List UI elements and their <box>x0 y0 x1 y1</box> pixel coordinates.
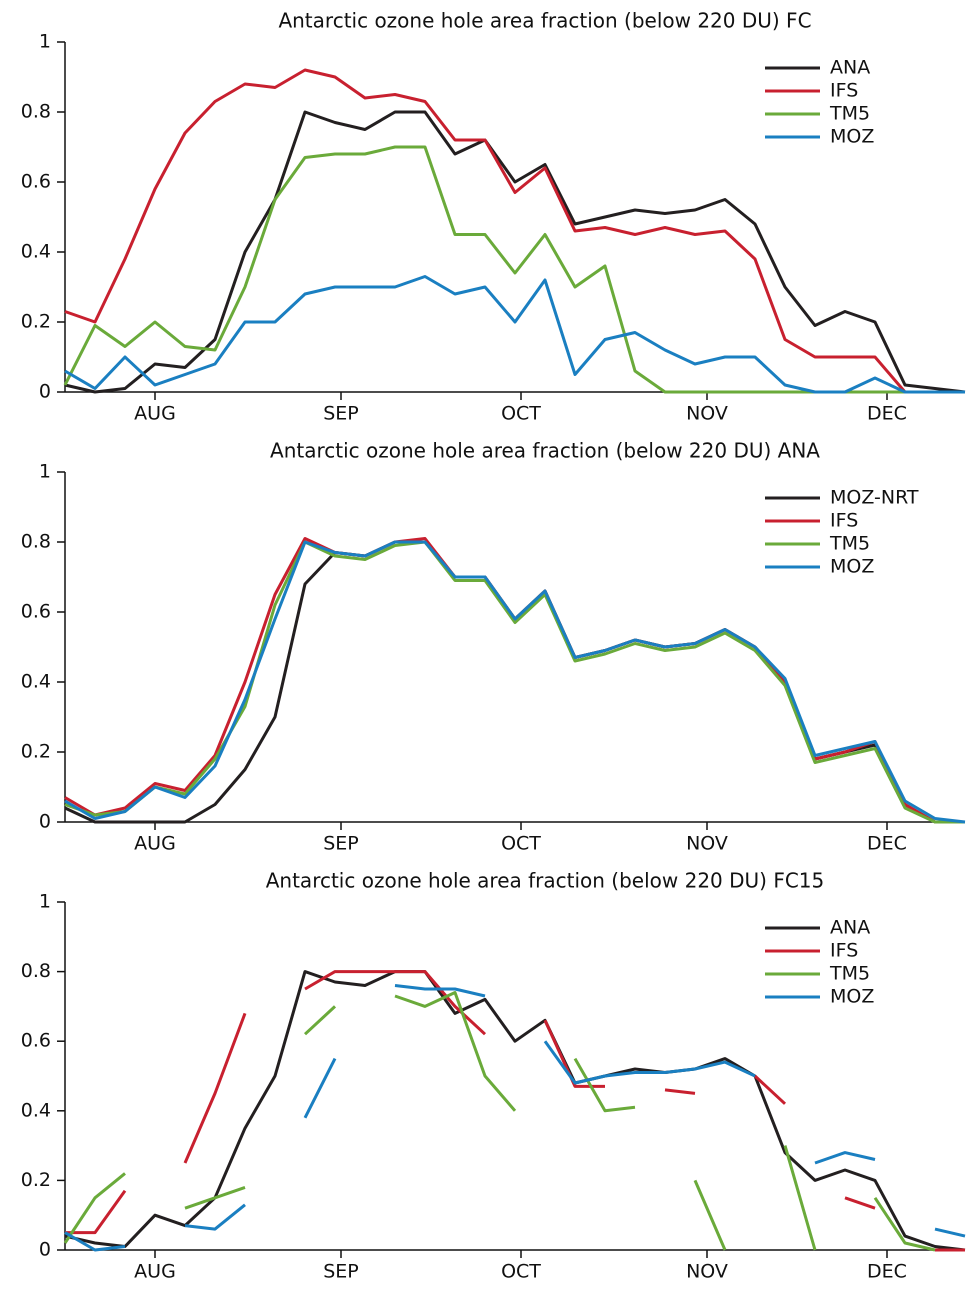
legend-label: MOZ <box>830 986 874 1008</box>
y-tick-label: 0.6 <box>21 1030 51 1052</box>
legend-label: TM5 <box>829 533 870 555</box>
series-line <box>64 68 965 394</box>
legend-label: TM5 <box>829 103 870 125</box>
y-tick-label: 0.2 <box>21 311 51 333</box>
x-tick-label: SEP <box>323 833 359 855</box>
y-tick-label: 1 <box>39 891 51 913</box>
series-line <box>64 275 965 394</box>
y-tick-label: 0.6 <box>21 601 51 623</box>
y-tick-label: 1 <box>39 461 51 483</box>
legend-label: IFS <box>830 940 858 962</box>
y-tick-label: 0.2 <box>21 1169 51 1191</box>
y-tick-label: 0.4 <box>21 241 51 263</box>
y-tick-label: 0 <box>39 811 51 833</box>
x-tick-label: AUG <box>134 1261 176 1283</box>
y-tick-label: 1 <box>39 31 51 53</box>
x-tick-label: NOV <box>686 1261 728 1283</box>
legend-label: IFS <box>830 80 858 102</box>
x-tick-label: SEP <box>323 1261 359 1283</box>
chart-title: Antarctic ozone hole area fraction (belo… <box>270 439 820 463</box>
x-tick-label: NOV <box>686 833 728 855</box>
x-tick-label: OCT <box>501 833 541 855</box>
y-tick-label: 0.8 <box>21 101 51 123</box>
legend-label: MOZ-NRT <box>830 487 919 509</box>
y-tick-label: 0 <box>39 381 51 403</box>
y-tick-label: 0.6 <box>21 171 51 193</box>
legend-label: ANA <box>830 57 870 79</box>
x-tick-label: DEC <box>867 1261 907 1283</box>
series-line <box>64 540 965 824</box>
y-tick-label: 0.8 <box>21 531 51 553</box>
legend-label: IFS <box>830 510 858 532</box>
series-line <box>64 110 966 394</box>
y-tick-label: 0.8 <box>21 960 51 982</box>
chart-title: Antarctic ozone hole area fraction (belo… <box>278 9 811 33</box>
x-tick-label: SEP <box>323 403 359 425</box>
series-line <box>63 991 936 1252</box>
y-tick-label: 0.2 <box>21 741 51 763</box>
series-line <box>64 540 966 824</box>
x-tick-label: AUG <box>134 833 176 855</box>
series-line <box>64 537 965 824</box>
legend-label: TM5 <box>829 963 870 985</box>
legend-label: MOZ <box>830 556 874 578</box>
series-line <box>65 970 965 1252</box>
chart-title: Antarctic ozone hole area fraction (belo… <box>266 869 825 893</box>
x-tick-label: DEC <box>867 833 907 855</box>
y-tick-label: 0 <box>39 1239 51 1261</box>
y-tick-label: 0.4 <box>21 671 51 693</box>
legend-label: ANA <box>830 917 870 939</box>
x-tick-label: OCT <box>501 403 541 425</box>
x-tick-label: DEC <box>867 403 907 425</box>
x-tick-label: AUG <box>134 403 176 425</box>
series-line <box>64 984 966 1252</box>
y-tick-label: 0.4 <box>21 1099 51 1121</box>
x-tick-label: OCT <box>501 1261 541 1283</box>
legend-label: MOZ <box>830 126 874 148</box>
x-tick-label: NOV <box>686 403 728 425</box>
